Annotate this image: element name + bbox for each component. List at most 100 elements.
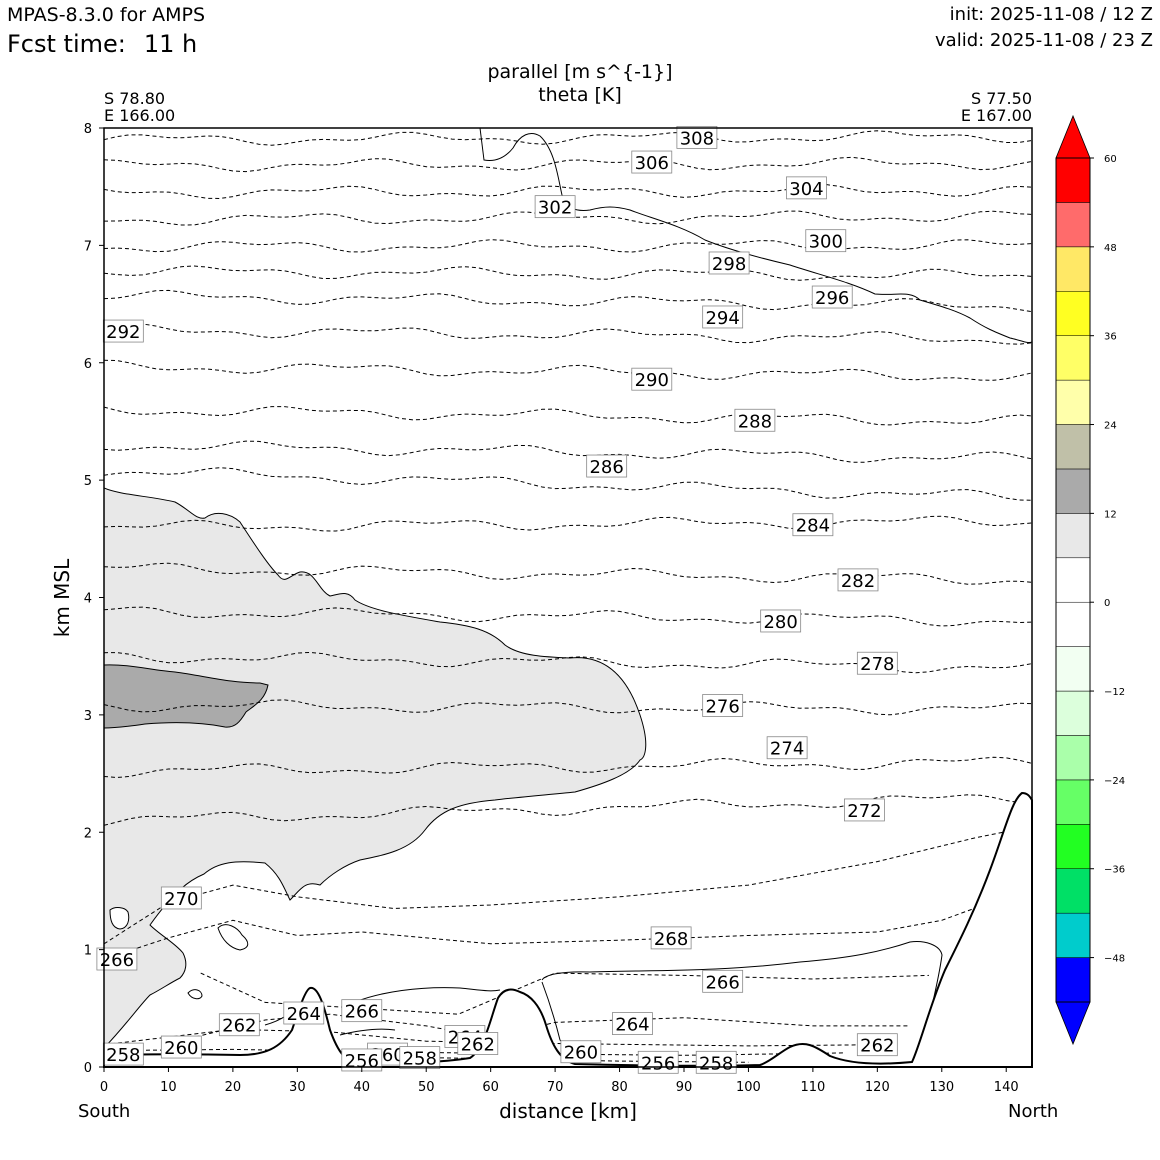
x-tick-label: 130 bbox=[929, 1080, 954, 1095]
theta-label-text: 264 bbox=[615, 1015, 649, 1036]
theta-label-box bbox=[695, 1050, 737, 1074]
theta-label-260: 260 bbox=[560, 1040, 602, 1064]
colorbar-tick-label: −48 bbox=[1104, 954, 1125, 965]
theta-label-text: 260 bbox=[164, 1038, 198, 1059]
theta-label-text: 288 bbox=[738, 411, 772, 432]
theta-label-298: 298 bbox=[708, 251, 750, 275]
theta-label-258: 258 bbox=[695, 1050, 737, 1074]
theta-label-text: 286 bbox=[589, 457, 623, 478]
theta-label-box bbox=[856, 1033, 898, 1057]
theta-label-box bbox=[760, 609, 802, 633]
theta-label-box bbox=[160, 886, 202, 910]
theta-contour-298 bbox=[104, 265, 1032, 281]
theta-label-box bbox=[637, 1050, 679, 1074]
theta-label-box bbox=[96, 947, 138, 971]
forecast-time-value: 11 h bbox=[143, 30, 198, 58]
theta-contour-302 bbox=[104, 210, 1032, 226]
colorbar-bin bbox=[1055, 824, 1091, 869]
wind-region-dark bbox=[104, 664, 269, 729]
theta-label-text: 272 bbox=[847, 801, 881, 822]
colorbar-frame bbox=[1055, 157, 1091, 1003]
theta-label-box bbox=[844, 798, 885, 822]
colorbar-tick-label: 36 bbox=[1104, 332, 1117, 343]
end-latitude: S 77.50 bbox=[970, 89, 1032, 108]
theta-label-text: 280 bbox=[763, 612, 797, 633]
x-tick-label: 70 bbox=[547, 1080, 564, 1095]
theta-label-300: 300 bbox=[805, 229, 847, 253]
y-tick-label: 8 bbox=[84, 122, 92, 137]
end-longitude: E 167.00 bbox=[960, 106, 1032, 125]
colorbar-extend-max bbox=[1055, 114, 1091, 159]
theta-label-262: 262 bbox=[218, 1013, 260, 1037]
x-tick-label: 40 bbox=[354, 1080, 371, 1095]
theta-label-box bbox=[341, 999, 383, 1023]
theta-label-text: 270 bbox=[164, 889, 198, 910]
y-tick-label: 3 bbox=[84, 709, 92, 724]
model-title: MPAS-8.3.0 for AMPS bbox=[7, 4, 206, 26]
theta-label-box bbox=[160, 1035, 202, 1059]
theta-label-box bbox=[676, 125, 718, 149]
theta-label-308: 308 bbox=[676, 125, 718, 149]
theta-label-box bbox=[811, 285, 853, 309]
colorbar-bin bbox=[1055, 424, 1091, 470]
colorbar-tick-label: −36 bbox=[1104, 865, 1125, 876]
theta-contour-304 bbox=[104, 183, 1032, 200]
zero-wind-contour bbox=[479, 128, 1032, 343]
theta-label-text: 262 bbox=[461, 1035, 495, 1056]
theta-label-264: 264 bbox=[283, 1001, 325, 1025]
theta-label-text: 262 bbox=[860, 1036, 894, 1057]
colorbar-bin bbox=[1055, 246, 1091, 292]
theta-label-258: 258 bbox=[399, 1046, 441, 1070]
theta-label-286: 286 bbox=[586, 454, 628, 478]
theta-label-box bbox=[457, 1032, 499, 1055]
init-time: init: 2025-11-08 / 12 Z bbox=[949, 4, 1153, 25]
theta-label-266: 266 bbox=[702, 969, 744, 993]
colorbar-tick-label: −24 bbox=[1104, 776, 1125, 787]
theta-label-box bbox=[218, 1013, 260, 1037]
wind-region-light bbox=[104, 487, 647, 1049]
colorbar-tick-label: 24 bbox=[1104, 421, 1117, 432]
colorbar-tick-label: 60 bbox=[1104, 154, 1117, 165]
theta-label-272: 272 bbox=[844, 798, 885, 822]
theta-contour-292 bbox=[104, 359, 1032, 381]
theta-contour-290 bbox=[104, 406, 1032, 426]
x-tick-label: 10 bbox=[160, 1080, 177, 1095]
theta-label-box bbox=[734, 408, 776, 432]
theta-label-text: 306 bbox=[635, 153, 669, 174]
start-longitude: E 166.00 bbox=[104, 106, 176, 125]
theta-label-box bbox=[612, 1012, 653, 1035]
y-axis-ticks: 0 1 2 3 4 5 6 7 8 bbox=[84, 122, 104, 1076]
theta-label-box bbox=[534, 195, 576, 219]
x-axis-ticks: 0 10 20 30 40 50 60 70 80 90 100 110 120 130 140 bbox=[100, 1067, 1019, 1095]
theta-label-text: 302 bbox=[538, 198, 572, 219]
wind-island-2 bbox=[217, 924, 249, 951]
theta-label-284: 284 bbox=[792, 513, 834, 537]
theta-label-box bbox=[631, 150, 673, 174]
theta-label-258: 258 bbox=[102, 1042, 144, 1066]
theta-label-text: 278 bbox=[860, 654, 894, 675]
end-direction: North bbox=[1008, 1101, 1059, 1122]
theta-label-266: 266 bbox=[341, 999, 383, 1023]
theta-label-text: 260 bbox=[564, 1043, 598, 1064]
wind-island-3 bbox=[187, 989, 203, 1000]
theta-label-text: 266 bbox=[100, 950, 134, 971]
surface-wind-contour-1 bbox=[354, 941, 943, 1041]
theta-variable-title: theta [K] bbox=[538, 84, 622, 106]
x-tick-label: 30 bbox=[289, 1080, 306, 1095]
theta-contour-308 bbox=[104, 130, 1032, 146]
colorbar-bin bbox=[1055, 379, 1091, 425]
theta-contour-268 bbox=[104, 908, 975, 960]
colorbar-extend-min bbox=[1055, 1001, 1091, 1046]
theta-label-276: 276 bbox=[702, 694, 744, 717]
theta-label-box bbox=[837, 568, 879, 592]
y-tick-label: 1 bbox=[84, 944, 92, 959]
theta-label-box bbox=[702, 305, 744, 329]
theta-label-text: 296 bbox=[815, 288, 849, 309]
theta-label-text: 266 bbox=[345, 1002, 379, 1023]
x-tick-label: 20 bbox=[225, 1080, 242, 1095]
theta-label-text: 264 bbox=[287, 1004, 321, 1025]
theta-contour-276 bbox=[104, 699, 1032, 716]
colorbar-bin bbox=[1055, 335, 1091, 381]
theta-label-text: 268 bbox=[654, 929, 688, 950]
y-tick-label: 5 bbox=[84, 474, 92, 489]
